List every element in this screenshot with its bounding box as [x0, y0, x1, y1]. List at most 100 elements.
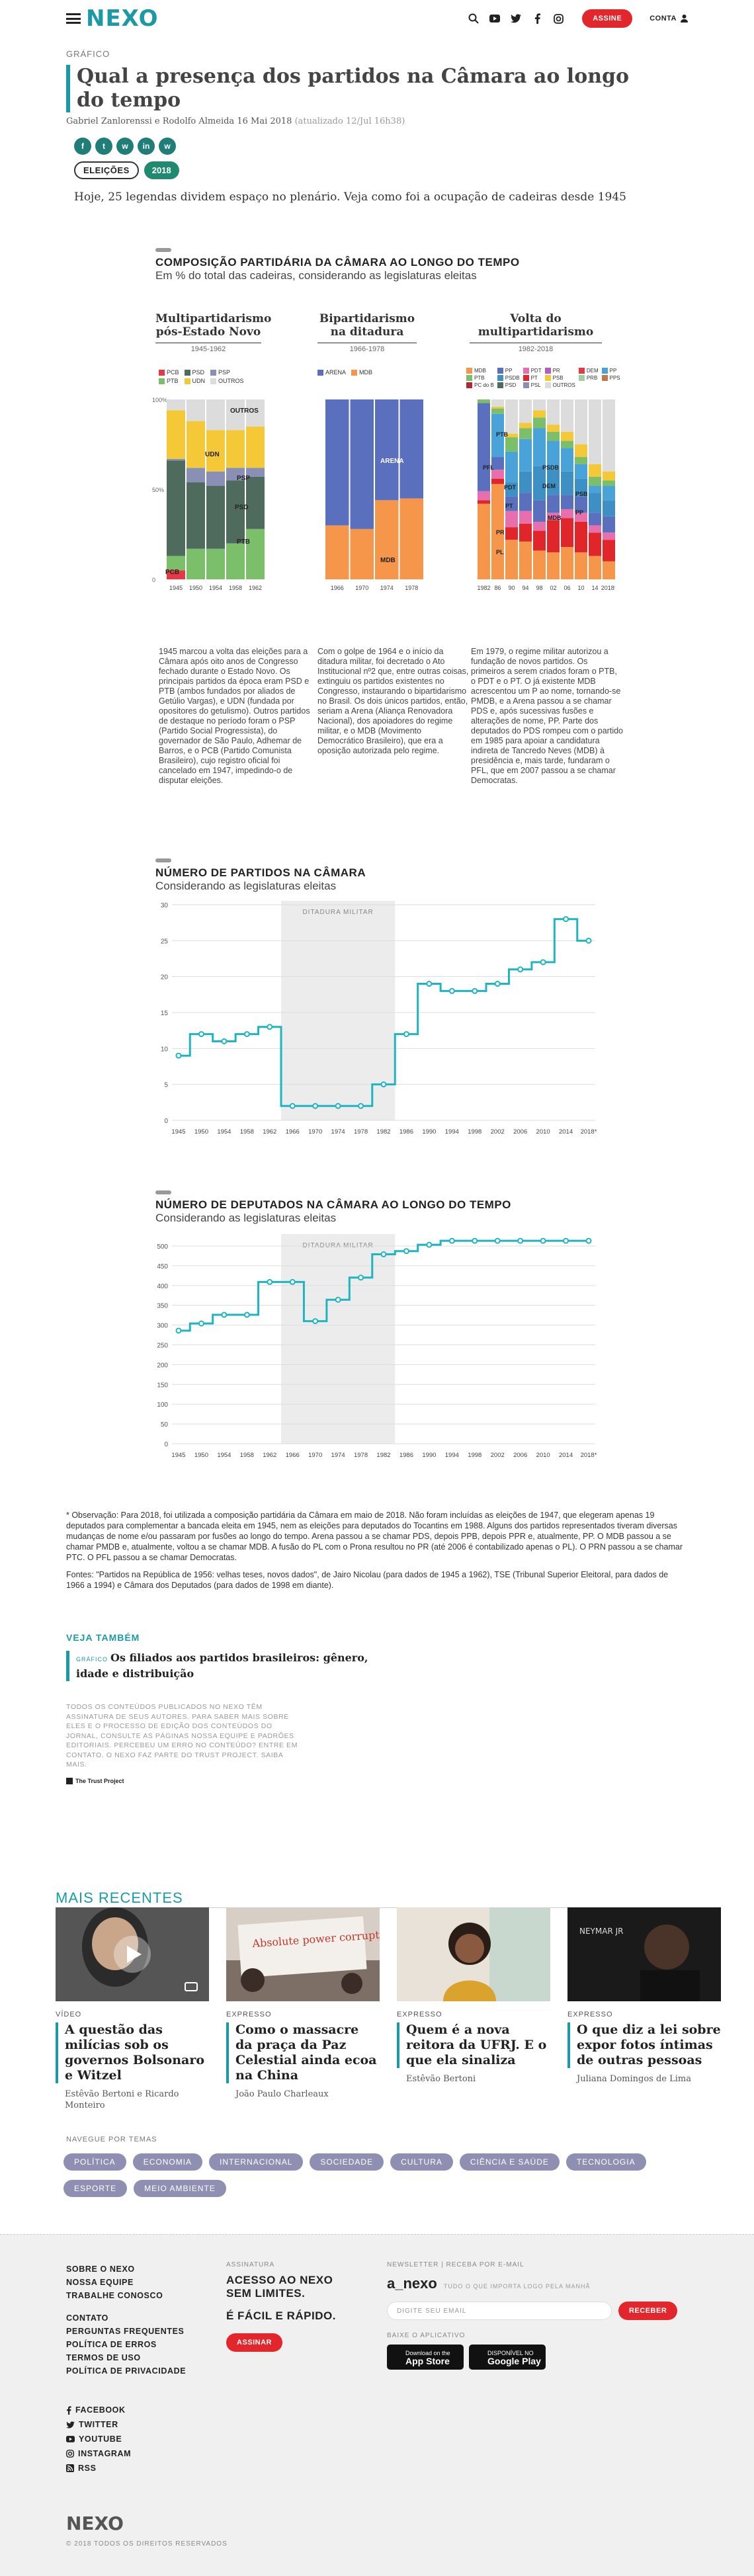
share-whatsapp-icon[interactable]: w	[116, 138, 134, 155]
bar-segment	[167, 570, 185, 579]
subscribe-button[interactable]: ASSINE	[582, 9, 633, 28]
footer-logo[interactable]: NEXO	[66, 2513, 124, 2534]
search-icon[interactable]	[467, 12, 480, 25]
google-play-button[interactable]: DISPONÍVEL NO Google Play	[469, 2345, 546, 2370]
card-title[interactable]: Quem é a nova reitora da UFRJ. E o que e…	[397, 2022, 550, 2068]
topic-internacional[interactable]: INTERNACIONAL	[209, 2153, 304, 2171]
bar-segment	[519, 399, 532, 423]
menu-icon[interactable]	[66, 13, 81, 24]
recent-card[interactable]: VÍDEO A questão das milícias sob os gove…	[56, 1907, 209, 2111]
bar-segment	[533, 530, 546, 551]
x-tick-label: 1945	[169, 585, 183, 591]
card-title[interactable]: Como o massacre da praça da Paz Celestia…	[226, 2022, 380, 2083]
data-point	[175, 1327, 182, 1334]
data-point	[540, 959, 546, 966]
footer-rss[interactable]: RSS	[66, 2461, 131, 2475]
topic-esporte[interactable]: ESPORTE	[63, 2180, 128, 2197]
series-label: OUTROS	[230, 407, 259, 415]
x-tick-label: 1950	[194, 1452, 208, 1459]
app-store-button[interactable]: Download on the App Store	[387, 2345, 464, 2370]
topic-ciencia-saude[interactable]: CIÊNCIA E SAÚDE	[459, 2153, 560, 2171]
footer-link-sobre[interactable]: SOBRE O NEXO	[66, 2264, 135, 2274]
series-label: PR	[496, 529, 505, 536]
subscription-text: ACESSO AO NEXO SEM LIMITES.	[226, 2274, 333, 2300]
topic-tecnologia[interactable]: TECNOLOGIA	[566, 2153, 646, 2171]
footer-link-equipe[interactable]: NOSSA EQUIPE	[66, 2278, 134, 2287]
assinar-button[interactable]: ASSINAR	[226, 2333, 283, 2352]
legend-item: PC do B	[466, 382, 494, 388]
data-point	[494, 1237, 501, 1244]
bar-segment	[603, 480, 615, 486]
topic-politica[interactable]: POLÍTICA	[63, 2153, 126, 2171]
bar-segment	[325, 399, 349, 526]
card-title[interactable]: O que diz a lei sobre expor fotos íntima…	[567, 2022, 721, 2068]
recent-card[interactable]: Absolute power corrupts absolutely EXPRE…	[226, 1907, 380, 2100]
x-tick-label: 10	[577, 585, 584, 591]
x-tick-label: 2002	[491, 1128, 505, 1136]
article-title-wrap: Qual a presença dos partidos na Câmara a…	[66, 65, 648, 112]
period-2-header: Bipartidarismo na ditadura 1966-1978	[317, 312, 417, 353]
topic-sociedade[interactable]: SOCIEDADE	[310, 2153, 384, 2171]
tag-eleicoes[interactable]: ELEIÇÕES	[74, 161, 139, 179]
band-label: DITADURA MILITAR	[302, 909, 373, 916]
data-point	[448, 1237, 455, 1244]
footer-link-privacidade[interactable]: POLÍTICA DE PRIVACIDADE	[66, 2366, 187, 2376]
legend-item: PP	[497, 368, 520, 374]
bar-segment	[491, 478, 504, 484]
site-logo[interactable]: NEXO	[86, 5, 159, 32]
subscription-label: ASSINATURA	[226, 2261, 275, 2268]
youtube-icon[interactable]	[488, 12, 501, 25]
recent-card[interactable]: EXPRESSO Quem é a nova reitora da UFRJ. …	[397, 1907, 550, 2085]
y-tick-label: 0	[164, 1441, 168, 1448]
bar-segment	[533, 550, 546, 579]
footer-link-trabalhe[interactable]: TRABALHE CONOSCO	[66, 2291, 163, 2300]
twitter-icon[interactable]	[509, 12, 523, 25]
footer-link-termos[interactable]: TERMOS DE USO	[66, 2353, 141, 2362]
bar-segment	[589, 525, 601, 533]
x-tick-label: 1958	[229, 585, 242, 591]
app-stores: Download on the App Store DISPONÍVEL NO Go…	[387, 2345, 677, 2370]
facebook-icon[interactable]	[530, 12, 544, 25]
email-input[interactable]: DIGITE SEU EMAIL	[387, 2302, 612, 2320]
share-facebook-icon[interactable]: f	[74, 138, 91, 155]
trust-project-logo[interactable]: The Trust Project	[66, 1778, 124, 1784]
see-also-link[interactable]: GRÁFICO Os filiados aos partidos brasilei…	[66, 1651, 397, 1681]
receive-button[interactable]: RECEBER	[618, 2302, 678, 2320]
series-label: MDB	[380, 557, 396, 564]
instagram-icon[interactable]	[552, 12, 565, 25]
series-label: PTB	[496, 431, 509, 438]
data-point	[312, 1102, 319, 1109]
topic-economia[interactable]: ECONOMIA	[132, 2153, 203, 2171]
legend-item: OUTROS	[544, 382, 575, 388]
footer-links: SOBRE O NEXO NOSSA EQUIPE TRABALHE CONOS…	[66, 2263, 186, 2378]
x-tick-label: 2018*	[601, 585, 615, 591]
footer-facebook[interactable]: FACEBOOK	[66, 2403, 131, 2417]
y-tick-label: 200	[157, 1362, 168, 1369]
account-link[interactable]: CONTA	[649, 15, 688, 22]
share-linkedin-icon[interactable]: in	[138, 138, 155, 155]
bar-segment	[533, 399, 546, 411]
x-tick-label: 1962	[263, 1452, 276, 1459]
section-marker	[155, 1190, 171, 1194]
card-title[interactable]: A questão das milícias sob os governos B…	[56, 2022, 209, 2083]
footer-twitter[interactable]: TWITTER	[66, 2417, 131, 2432]
bar-segment	[505, 437, 518, 452]
data-point	[221, 1038, 228, 1044]
topic-meio-ambiente[interactable]: MEIO AMBIENTE	[134, 2180, 226, 2197]
share-twitter-icon[interactable]: t	[95, 138, 112, 155]
bar-segment	[533, 500, 546, 522]
tag-2018[interactable]: 2018	[144, 161, 179, 179]
data-point	[585, 1237, 592, 1244]
x-tick-label: 1998	[468, 1128, 482, 1136]
footer-link-erros[interactable]: POLÍTICA DE ERROS	[66, 2340, 157, 2349]
topic-cultura[interactable]: CULTURA	[390, 2153, 453, 2171]
footer-instagram[interactable]: INSTAGRAM	[66, 2446, 131, 2461]
bar-segment	[187, 482, 205, 549]
bar-segment	[603, 471, 615, 481]
recent-card[interactable]: NEYMAR JR EXPRESSO O que diz a lei sobre…	[567, 1907, 721, 2085]
bar-segment	[561, 448, 573, 472]
footer-link-contato[interactable]: CONTATO	[66, 2313, 108, 2323]
share-whatsapp2-icon[interactable]: w	[159, 138, 176, 155]
footer-link-faq[interactable]: PERGUNTAS FREQUENTES	[66, 2327, 185, 2336]
footer-youtube[interactable]: YOUTUBE	[66, 2432, 131, 2446]
